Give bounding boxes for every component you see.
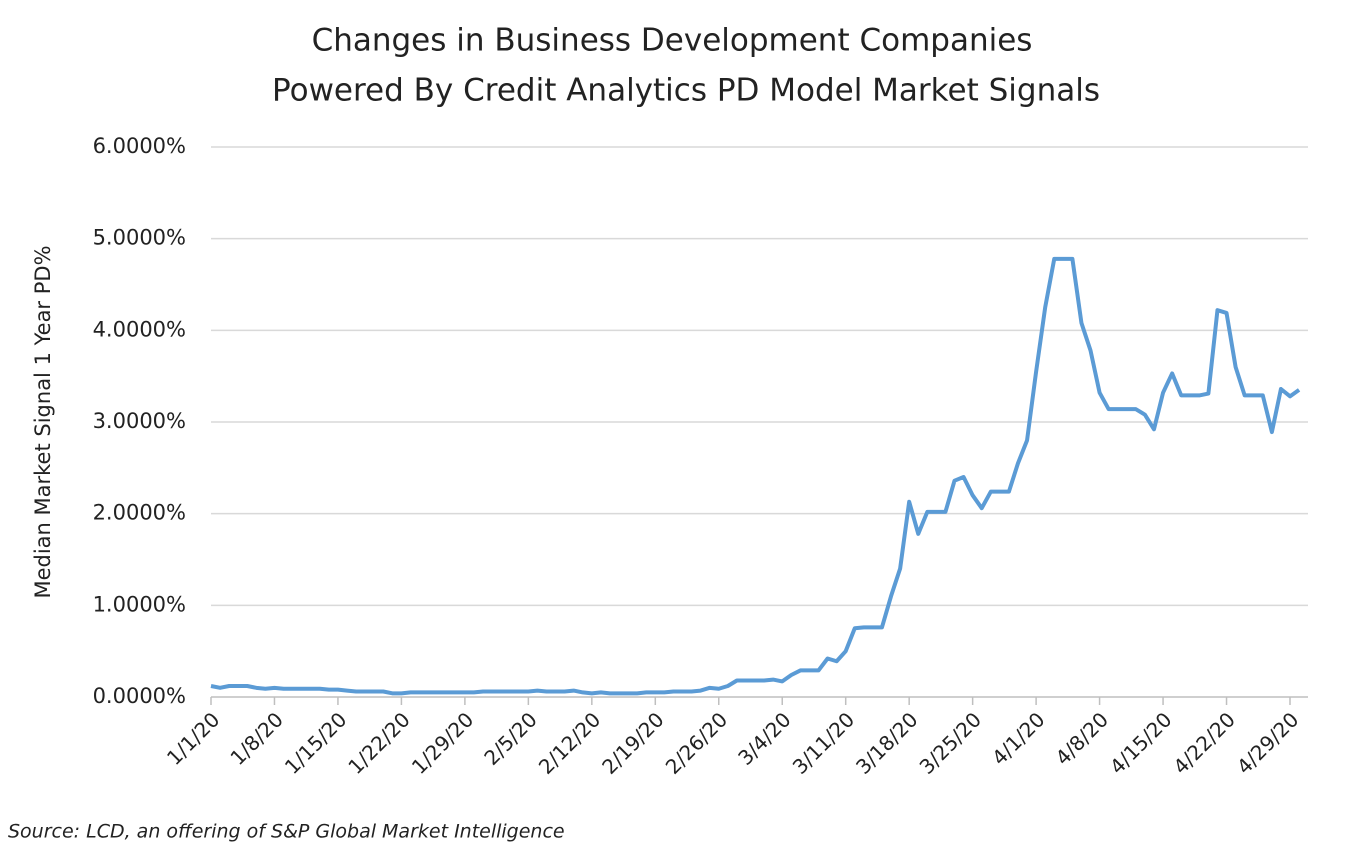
x-tick-label: 4/29/20 (1232, 707, 1303, 778)
y-tick-label: 3.0000% (93, 409, 186, 433)
chart-title: Powered By Credit Analytics PD Model Mar… (272, 73, 1100, 109)
y-tick-label: 5.0000% (93, 226, 186, 250)
x-tick-label: 2/19/20 (597, 707, 668, 778)
chart-title: Changes in Business Development Companie… (312, 23, 1033, 59)
x-tick-label: 3/18/20 (851, 707, 922, 778)
y-tick-label: 0.0000% (93, 684, 186, 708)
x-tick-label: 2/5/20 (479, 707, 541, 769)
x-tick-label: 1/22/20 (343, 707, 414, 778)
source-note: Source: LCD, an offering of S&P Global M… (8, 821, 565, 843)
y-tick-label: 1.0000% (93, 592, 186, 616)
x-tick-label: 1/8/20 (225, 707, 287, 769)
x-tick-label: 4/1/20 (987, 707, 1049, 769)
data-line (210, 256, 1301, 696)
x-tick-label: 3/4/20 (733, 707, 795, 769)
x-tick-label: 4/22/20 (1168, 707, 1239, 778)
x-tick-label: 3/25/20 (915, 707, 986, 778)
y-axis-label: Median Market Signal 1 Year PD% (31, 245, 55, 598)
x-tick-label: 1/15/20 (280, 707, 351, 778)
x-tick-label: 1/29/20 (407, 707, 478, 778)
x-tick-label: 1/1/20 (162, 707, 224, 769)
x-tick-label: 3/11/20 (788, 707, 859, 778)
y-tick-label: 4.0000% (93, 317, 186, 341)
x-tick-label: 4/15/20 (1105, 707, 1176, 778)
x-tick-label: 4/8/20 (1051, 707, 1113, 769)
x-tick-label: 2/12/20 (534, 707, 605, 778)
y-tick-label: 2.0000% (93, 501, 186, 525)
y-tick-label: 6.0000% (93, 134, 186, 158)
x-tick-label: 2/26/20 (661, 707, 732, 778)
